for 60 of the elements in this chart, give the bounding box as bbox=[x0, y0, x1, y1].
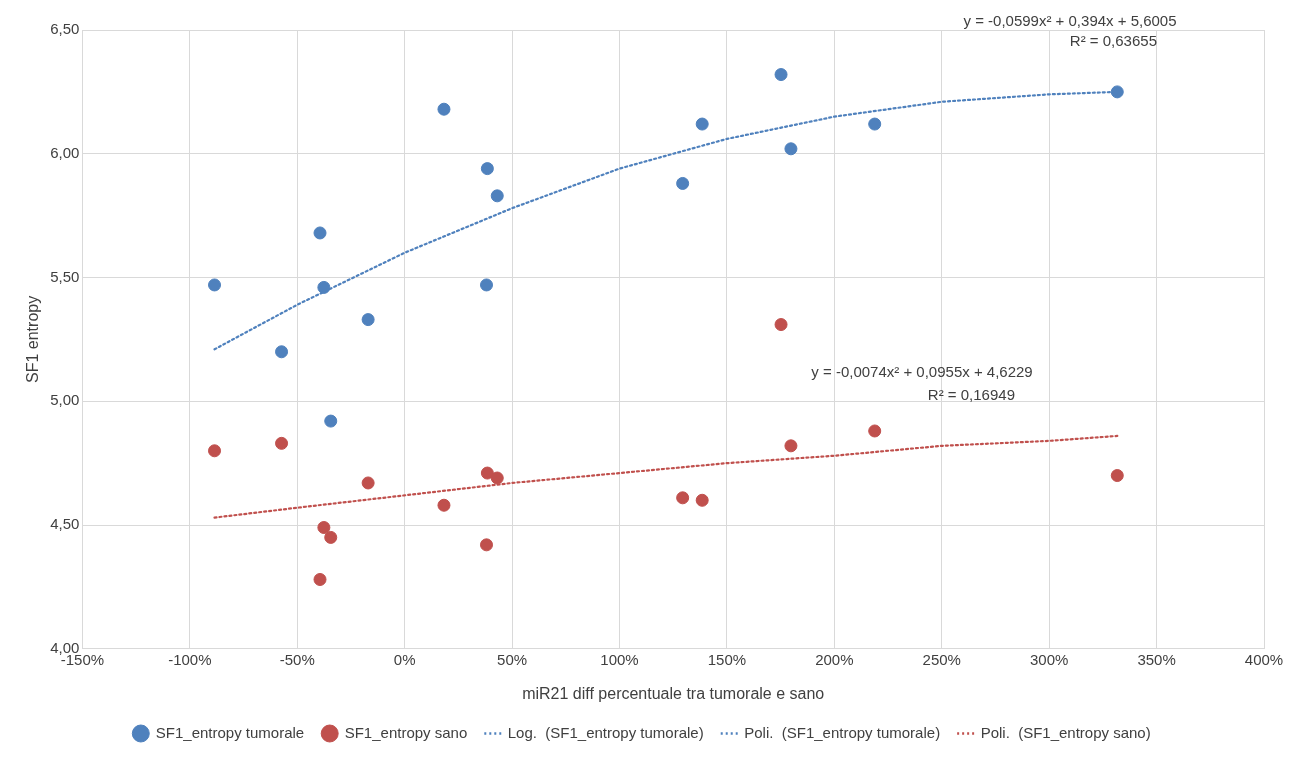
point bbox=[361, 476, 375, 490]
legend-label: SF1_entropy sano bbox=[344, 723, 468, 741]
point bbox=[437, 102, 451, 116]
x-tick-label: 400% bbox=[1244, 650, 1284, 668]
point bbox=[480, 162, 494, 176]
y-tick-label: 5,00 bbox=[50, 391, 80, 409]
point bbox=[774, 68, 788, 82]
point bbox=[480, 538, 493, 552]
x-axis-title: miR21 diff percentuale tra tumorale e sano bbox=[522, 684, 825, 702]
point bbox=[784, 439, 798, 453]
legend-label: SF1_entropy tumorale bbox=[155, 723, 305, 741]
x-tick-label: 250% bbox=[922, 650, 961, 668]
point bbox=[676, 176, 690, 190]
annotation: R² = 0,16949 bbox=[927, 386, 1015, 404]
x-tick-label: -50% bbox=[279, 650, 315, 668]
point bbox=[317, 521, 331, 535]
y-tick-label: 6,50 bbox=[50, 20, 80, 38]
line-series bbox=[213, 434, 1119, 519]
y-axis-title: SF1 entropy bbox=[24, 295, 42, 383]
point bbox=[1110, 469, 1124, 483]
legend-label: Log. (SF1_entropy tumorale) bbox=[507, 723, 704, 741]
point bbox=[324, 530, 338, 544]
x-tick-label: 150% bbox=[707, 650, 747, 668]
annotation: y = -0,0074x² + 0,0955x + 4,6229 bbox=[811, 363, 1033, 381]
point bbox=[208, 278, 222, 292]
point bbox=[695, 493, 709, 507]
point bbox=[490, 471, 504, 485]
annotation: R² = 0,63655 bbox=[1069, 32, 1157, 50]
y-tick-label: 4,50 bbox=[50, 515, 80, 533]
point bbox=[313, 572, 327, 586]
x-tick-label: 50% bbox=[497, 650, 528, 668]
point bbox=[208, 444, 222, 458]
point bbox=[361, 313, 375, 327]
y-tick-label: 5,50 bbox=[50, 267, 80, 285]
point bbox=[695, 117, 709, 131]
x-tick-label: 300% bbox=[1029, 650, 1069, 668]
point bbox=[1110, 85, 1124, 99]
point bbox=[437, 498, 451, 512]
point bbox=[480, 278, 493, 292]
y-tick-label: 6,00 bbox=[50, 143, 80, 161]
point bbox=[868, 117, 882, 131]
point bbox=[313, 226, 327, 240]
point bbox=[676, 491, 690, 505]
text: y = -0,0599x² + 0,394x + 5,6005 bbox=[963, 12, 1177, 30]
x-tick-label: 0% bbox=[393, 650, 416, 668]
point bbox=[784, 142, 798, 156]
point bbox=[774, 318, 788, 332]
point bbox=[868, 424, 882, 438]
x-tick-label: -100% bbox=[168, 650, 212, 668]
x-tick-label: 200% bbox=[815, 650, 854, 668]
point bbox=[317, 280, 331, 294]
point bbox=[275, 345, 289, 359]
legend-label: Poli. (SF1_entropy sano) bbox=[980, 723, 1151, 741]
x-tick-label: 350% bbox=[1137, 650, 1176, 668]
point bbox=[275, 436, 289, 450]
x-tick-label: 100% bbox=[600, 650, 639, 668]
point bbox=[324, 414, 338, 428]
point bbox=[490, 189, 504, 203]
point bbox=[480, 466, 494, 480]
legend-label: Poli. (SF1_entropy tumorale) bbox=[744, 723, 941, 741]
